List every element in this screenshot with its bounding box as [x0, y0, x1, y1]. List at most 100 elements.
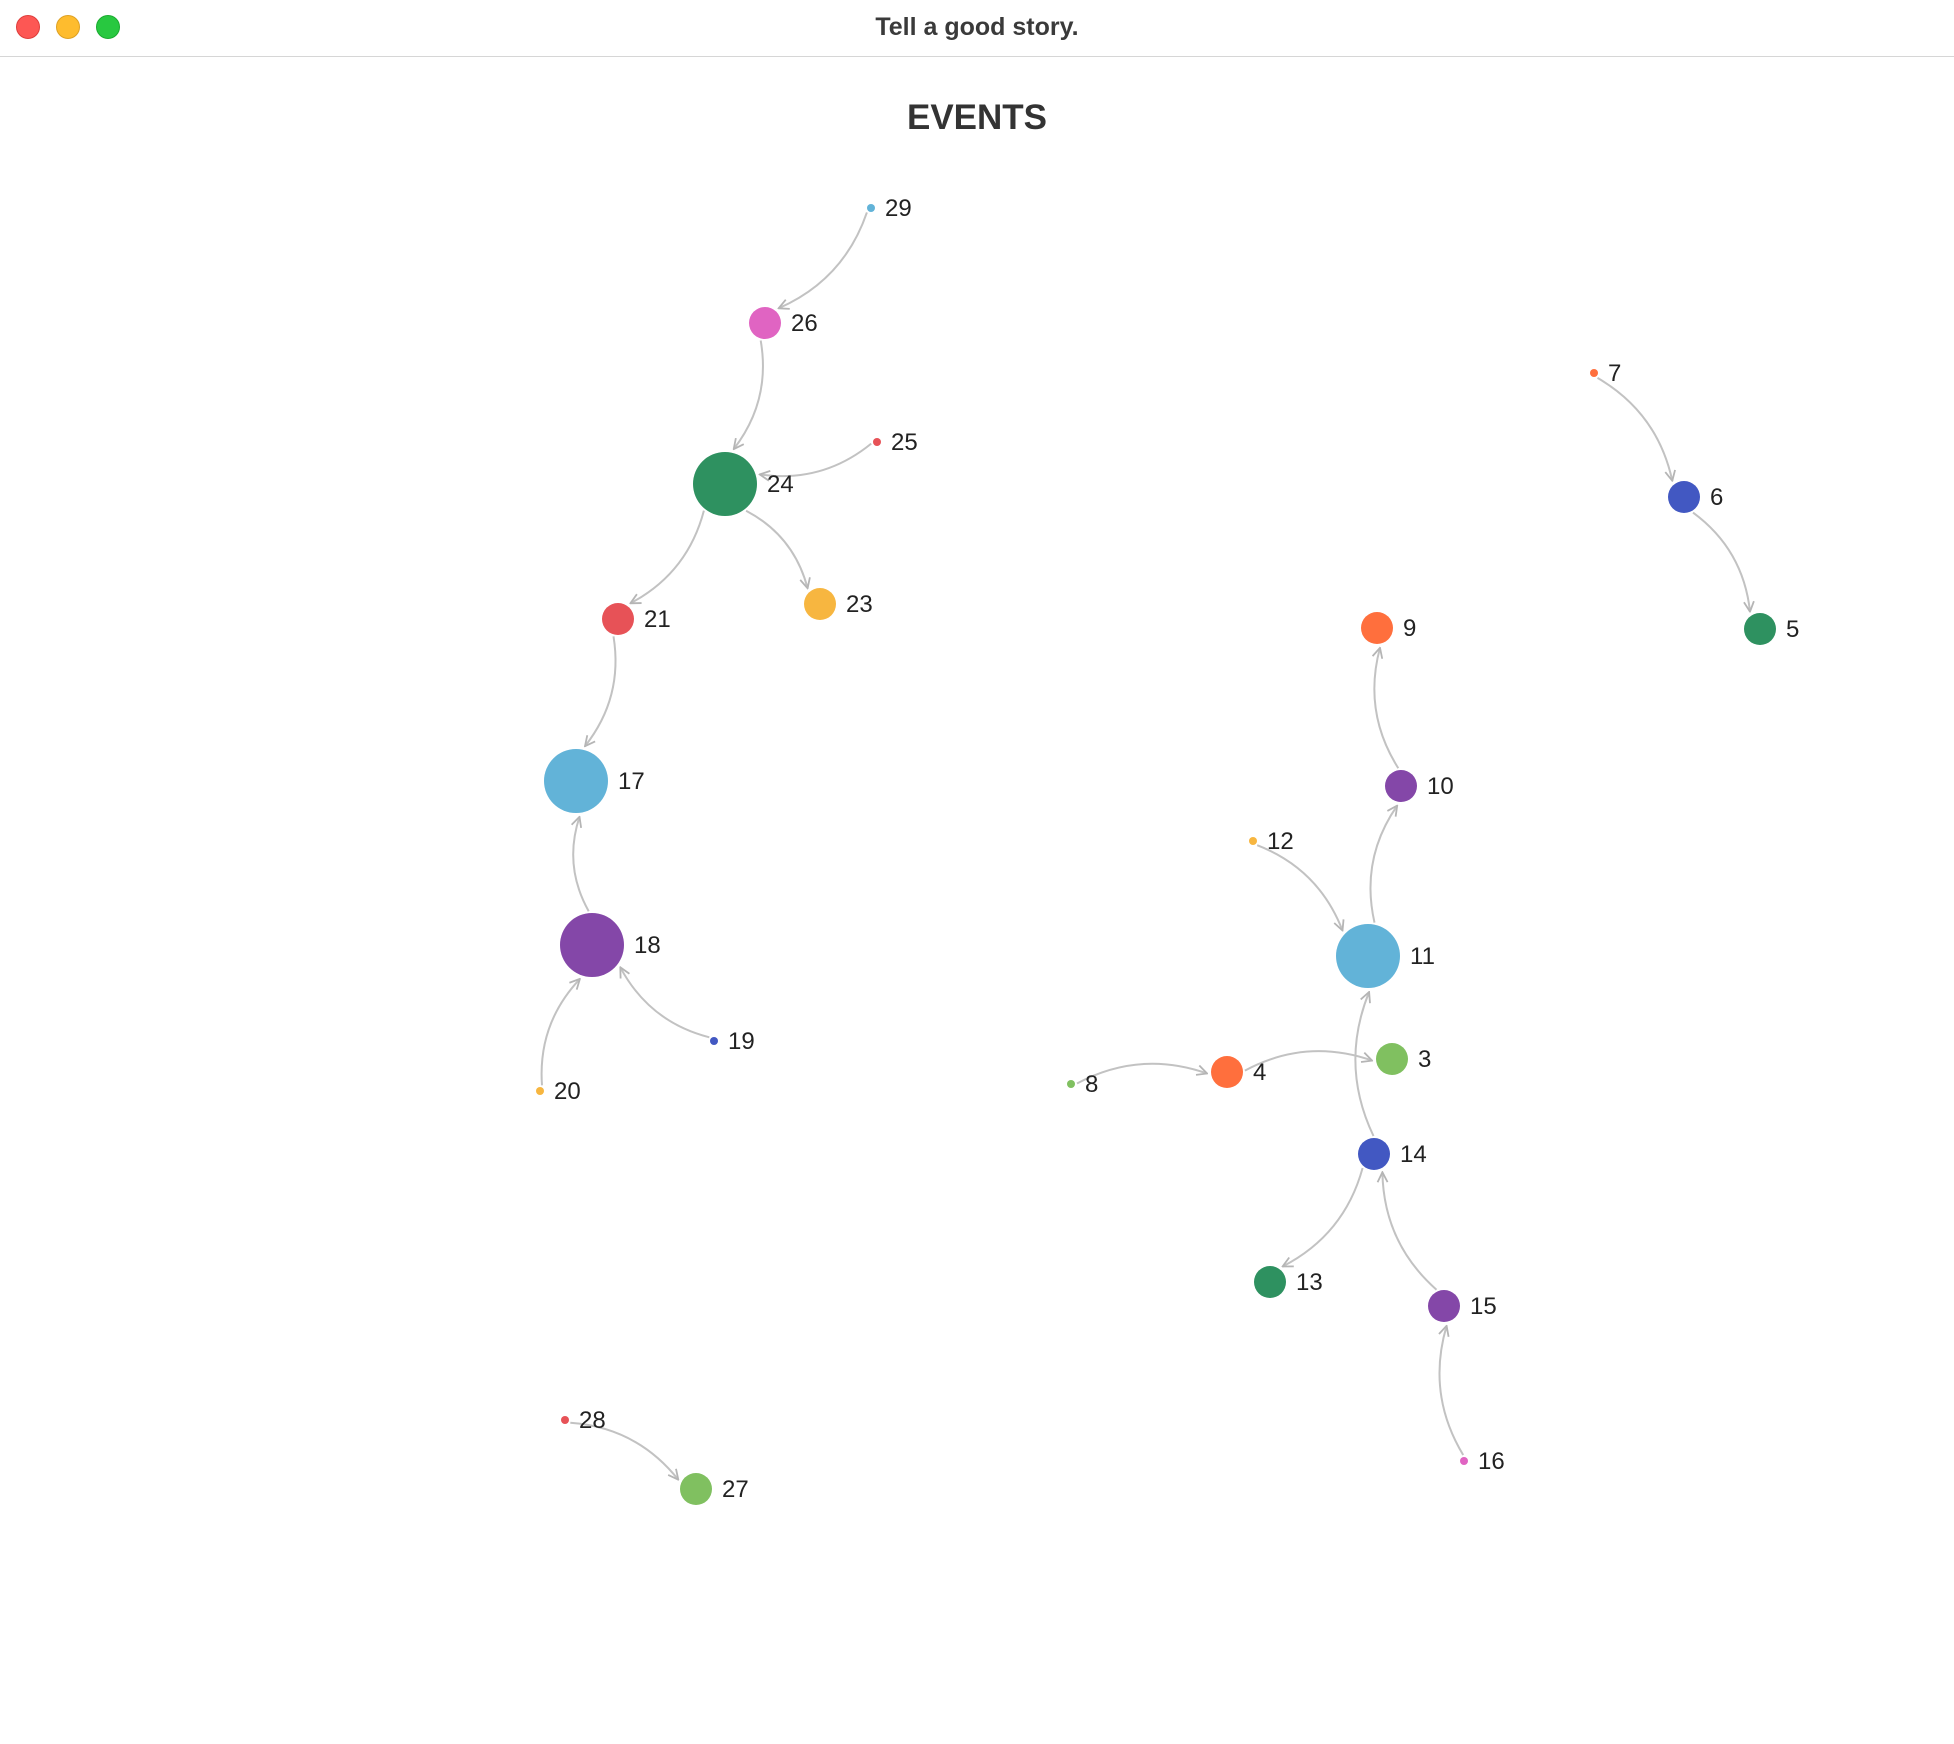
node-19-circle[interactable] [710, 1037, 718, 1045]
edge-26-to-24 [734, 340, 764, 450]
node-26[interactable]: 26 [749, 307, 818, 339]
node-9[interactable]: 9 [1361, 612, 1416, 644]
node-27[interactable]: 27 [680, 1473, 749, 1505]
node-26-circle[interactable] [749, 307, 781, 339]
node-18-circle[interactable] [560, 913, 624, 977]
node-7[interactable]: 7 [1590, 360, 1621, 387]
edge-28-to-27 [570, 1421, 678, 1480]
node-17-label: 17 [618, 768, 645, 795]
edges-layer [540, 212, 1750, 1480]
node-12-label: 12 [1267, 828, 1294, 855]
node-6-circle[interactable] [1668, 481, 1700, 513]
close-window-button[interactable] [16, 15, 40, 39]
node-4-label: 4 [1253, 1059, 1266, 1086]
node-24[interactable]: 24 [693, 452, 794, 516]
node-17[interactable]: 17 [544, 749, 645, 813]
window-titlebar: Tell a good story. [0, 0, 1954, 57]
node-11-label: 11 [1410, 943, 1435, 970]
minimize-window-button[interactable] [56, 15, 80, 39]
node-25-label: 25 [891, 429, 918, 456]
node-15-circle[interactable] [1428, 1290, 1460, 1322]
node-6-label: 6 [1710, 484, 1723, 511]
node-6[interactable]: 6 [1668, 481, 1723, 513]
node-3-circle[interactable] [1376, 1043, 1408, 1075]
edge-4-to-3 [1244, 1050, 1372, 1072]
node-14-label: 14 [1400, 1141, 1427, 1168]
node-23-circle[interactable] [804, 588, 836, 620]
node-13[interactable]: 13 [1254, 1266, 1323, 1298]
node-14[interactable]: 14 [1358, 1138, 1427, 1170]
nodes-layer: 3 4 5 6 7 8 9 10 11 12 13 14 15 16 17 18 19 20 21 23 24 25 26 2… [536, 195, 1799, 1505]
node-28-label: 28 [579, 1407, 606, 1434]
node-5-circle[interactable] [1744, 613, 1776, 645]
node-20[interactable]: 20 [536, 1078, 581, 1105]
node-14-circle[interactable] [1358, 1138, 1390, 1170]
node-27-circle[interactable] [680, 1473, 712, 1505]
node-16-label: 16 [1478, 1448, 1505, 1475]
node-8-label: 8 [1085, 1071, 1098, 1098]
node-17-circle[interactable] [544, 749, 608, 813]
node-10[interactable]: 10 [1385, 770, 1454, 802]
node-8-circle[interactable] [1067, 1080, 1075, 1088]
edge-6-to-5 [1692, 511, 1750, 612]
node-21[interactable]: 21 [602, 603, 671, 635]
maximize-window-button[interactable] [96, 15, 120, 39]
node-20-circle[interactable] [536, 1087, 544, 1095]
edge-29-to-26 [779, 212, 868, 308]
node-8[interactable]: 8 [1067, 1071, 1098, 1098]
node-16[interactable]: 16 [1460, 1448, 1505, 1475]
node-12[interactable]: 12 [1249, 828, 1294, 855]
node-18-label: 18 [634, 932, 661, 959]
edge-10-to-9 [1374, 648, 1400, 769]
node-27-label: 27 [722, 1476, 749, 1503]
edge-21-to-17 [585, 636, 617, 746]
node-19[interactable]: 19 [710, 1028, 755, 1055]
edge-8-to-4 [1076, 1062, 1207, 1085]
node-25[interactable]: 25 [873, 429, 918, 456]
edge-12-to-11 [1256, 844, 1342, 930]
edge-18-to-17 [573, 817, 590, 912]
graph-title: EVENTS [906, 98, 1048, 137]
node-7-label: 7 [1608, 360, 1621, 387]
node-15[interactable]: 15 [1428, 1290, 1497, 1322]
node-11[interactable]: 11 [1336, 924, 1435, 988]
window-title: Tell a good story. [875, 13, 1079, 41]
node-10-circle[interactable] [1385, 770, 1417, 802]
node-13-circle[interactable] [1254, 1266, 1286, 1298]
node-21-circle[interactable] [602, 603, 634, 635]
node-5-label: 5 [1786, 616, 1799, 643]
node-4-circle[interactable] [1211, 1056, 1243, 1088]
node-7-circle[interactable] [1590, 369, 1598, 377]
edge-11-to-10 [1369, 806, 1397, 923]
node-28[interactable]: 28 [561, 1407, 606, 1434]
node-5[interactable]: 5 [1744, 613, 1799, 645]
edge-24-to-21 [630, 510, 705, 604]
node-9-circle[interactable] [1361, 612, 1393, 644]
edge-16-to-15 [1439, 1326, 1465, 1456]
node-29-label: 29 [885, 195, 912, 222]
node-24-circle[interactable] [693, 452, 757, 516]
node-21-label: 21 [644, 606, 671, 633]
node-3-label: 3 [1418, 1046, 1431, 1073]
node-28-circle[interactable] [561, 1416, 569, 1424]
node-23[interactable]: 23 [804, 588, 873, 620]
edge-20-to-18 [540, 979, 580, 1086]
edge-25-to-24 [760, 442, 872, 476]
node-19-label: 19 [728, 1028, 755, 1055]
node-18[interactable]: 18 [560, 913, 661, 977]
edge-15-to-14 [1382, 1172, 1438, 1291]
node-10-label: 10 [1427, 773, 1454, 800]
node-3[interactable]: 3 [1376, 1043, 1431, 1075]
node-11-circle[interactable] [1336, 924, 1400, 988]
edge-19-to-18 [620, 967, 710, 1039]
node-12-circle[interactable] [1249, 837, 1257, 845]
node-16-circle[interactable] [1460, 1457, 1468, 1465]
node-4[interactable]: 4 [1211, 1056, 1266, 1088]
node-15-label: 15 [1470, 1293, 1497, 1320]
node-23-label: 23 [846, 591, 873, 618]
edge-14-to-13 [1283, 1167, 1364, 1267]
node-25-circle[interactable] [873, 438, 881, 446]
node-29[interactable]: 29 [867, 195, 912, 222]
node-29-circle[interactable] [867, 204, 875, 212]
